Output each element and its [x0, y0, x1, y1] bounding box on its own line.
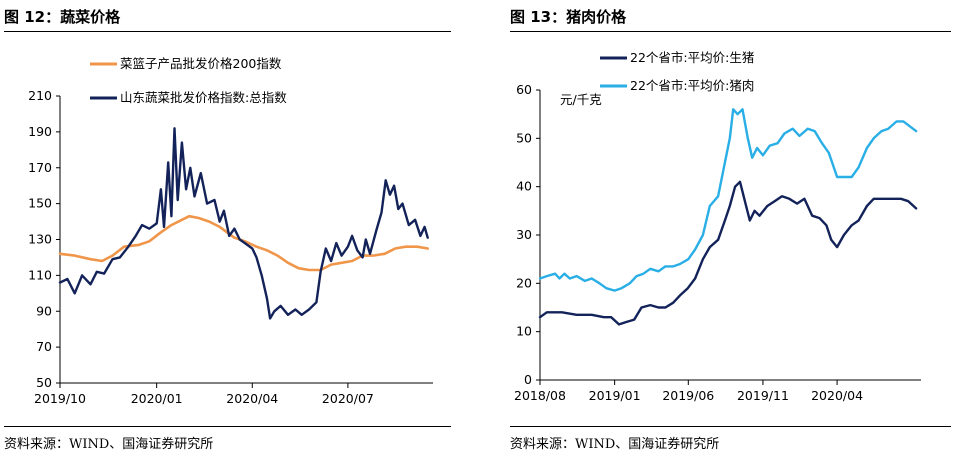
- y-unit-label: 元/千克: [560, 92, 602, 107]
- legend-label: 菜篮子产品批发价格200指数: [120, 56, 282, 71]
- series-line: [58, 214, 429, 272]
- x-tick-label: 2020/04: [226, 391, 278, 406]
- y-tick-label: 10: [516, 324, 532, 339]
- y-tick-label: 190: [28, 124, 52, 139]
- y-tick-label: 40: [516, 179, 532, 194]
- legend-label: 22个省市:平均价:生猪: [630, 50, 754, 65]
- y-tick-label: 30: [516, 227, 532, 242]
- footer-rule: [4, 426, 451, 427]
- y-tick-label: 170: [28, 160, 52, 175]
- y-tick-label: 20: [516, 275, 532, 290]
- source-note: 资料来源：WIND、国海证券研究所: [510, 437, 720, 452]
- x-tick-label: 2018/08: [514, 388, 566, 403]
- y-tick-label: 110: [28, 267, 52, 282]
- series-line: [538, 180, 918, 326]
- pork-price-chart: 0 10 20 30 40 50 60 2018/08 2019/01 2019/06 2019/1…: [514, 50, 921, 403]
- source-note: 资料来源：WIND、国海证券研究所: [4, 437, 214, 452]
- title-rule: [510, 31, 951, 32]
- x-tick-label: 2019/01: [589, 388, 641, 403]
- y-tick-label: 50: [516, 130, 532, 145]
- x-tick-label: 2020/07: [322, 391, 374, 406]
- legend-label: 22个省市:平均价:猪肉: [630, 78, 754, 93]
- y-tick-label: 50: [36, 375, 52, 390]
- y-tick-label: 0: [524, 372, 532, 387]
- y-tick-label: 90: [36, 303, 52, 318]
- chart-title-pork: 图 13：猪肉价格: [510, 8, 627, 26]
- series-line: [58, 127, 429, 320]
- vegetable-price-chart: 50 70 90 110 130 150 170 190 210 2019/10 2020/01 20…: [28, 56, 433, 406]
- legend-label: 山东蔬菜批发价格指数:总指数: [120, 90, 287, 105]
- y-tick-label: 70: [36, 339, 52, 354]
- series-line: [538, 108, 918, 292]
- footer-rule: [510, 426, 951, 427]
- y-tick-label: 60: [516, 82, 532, 97]
- y-tick-label: 130: [28, 232, 52, 247]
- y-tick-label: 210: [28, 88, 52, 103]
- x-tick-label: 2019/06: [662, 388, 714, 403]
- x-tick-label: 2020/01: [131, 391, 183, 406]
- y-tick-label: 150: [28, 196, 52, 211]
- chart-title-vegetable: 图 12：蔬菜价格: [4, 8, 121, 26]
- x-tick-label: 2020/04: [811, 388, 863, 403]
- x-tick-label: 2019/11: [737, 388, 789, 403]
- x-tick-label: 2019/10: [34, 391, 86, 406]
- title-rule: [4, 31, 451, 32]
